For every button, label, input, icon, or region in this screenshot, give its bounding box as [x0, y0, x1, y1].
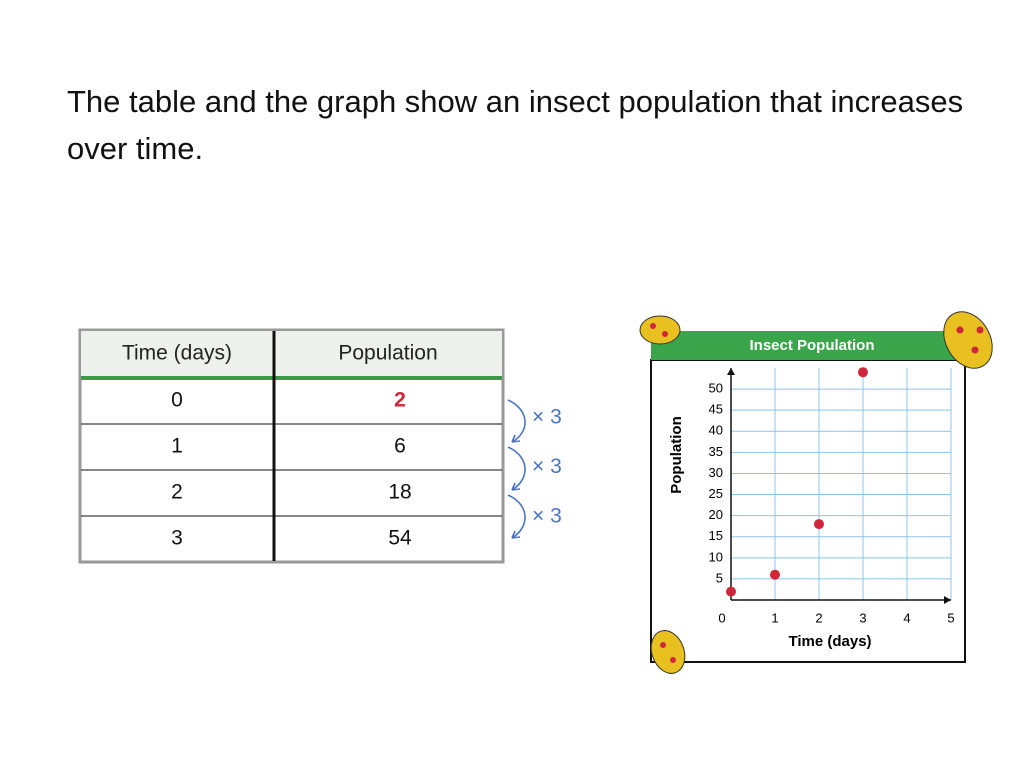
x-tick-label: 3: [859, 610, 866, 625]
table-cell: 3: [171, 527, 183, 550]
table-cell: 2: [394, 389, 406, 412]
multiplier: × 3: [532, 505, 562, 528]
point: [858, 367, 868, 378]
table-cell: 6: [394, 435, 406, 458]
multiplier: × 3: [532, 406, 562, 429]
table-cell: 1: [171, 435, 183, 458]
chart-frame: [650, 359, 966, 663]
table-cell: 2: [171, 481, 183, 504]
chart-title: Insect Population: [749, 337, 874, 354]
column-header: Time (days): [122, 342, 232, 365]
y-axis-arrow: [727, 368, 735, 375]
y-tick-label: 15: [709, 528, 723, 543]
column-header: Population: [338, 342, 437, 365]
arrows: [507, 399, 526, 539]
arrow: [507, 399, 526, 443]
arrow: [507, 446, 526, 491]
y-tick-label: 10: [709, 549, 723, 564]
y-tick-label: 35: [709, 444, 723, 459]
x-tick-label: 5: [947, 610, 954, 625]
heading: The table and the graph show an insect p…: [67, 84, 964, 166]
y-tick-label: 25: [709, 486, 723, 501]
x-tick-label: 2: [815, 610, 822, 625]
y-tick-label: 30: [709, 465, 723, 480]
table-cell: 18: [388, 481, 411, 504]
arrow: [507, 494, 526, 539]
chart-title-bar: [651, 331, 963, 360]
table-cell: 0: [171, 389, 183, 412]
y-tick-label: 20: [709, 507, 723, 522]
y-tick-label: 5: [716, 570, 723, 585]
point: [726, 586, 736, 597]
table-cell: 54: [388, 527, 412, 550]
y-axis-label: Population: [668, 416, 685, 494]
multiplier: × 3: [532, 455, 562, 478]
point: [814, 519, 824, 530]
y-tick-label: 50: [709, 381, 723, 396]
x-tick-label: 4: [903, 610, 910, 625]
point: [770, 569, 780, 580]
x-tick-label: 0: [718, 610, 725, 625]
y-tick-label: 40: [709, 423, 723, 438]
table-header-bg: [81, 331, 502, 378]
x-axis-arrow: [944, 596, 951, 604]
arrow-heads: [511, 434, 521, 539]
x-axis-label: Time (days): [788, 633, 871, 650]
y-tick-label: 45: [709, 402, 723, 417]
x-tick-label: 1: [771, 610, 778, 625]
ladybug-decor: [639, 311, 993, 674]
